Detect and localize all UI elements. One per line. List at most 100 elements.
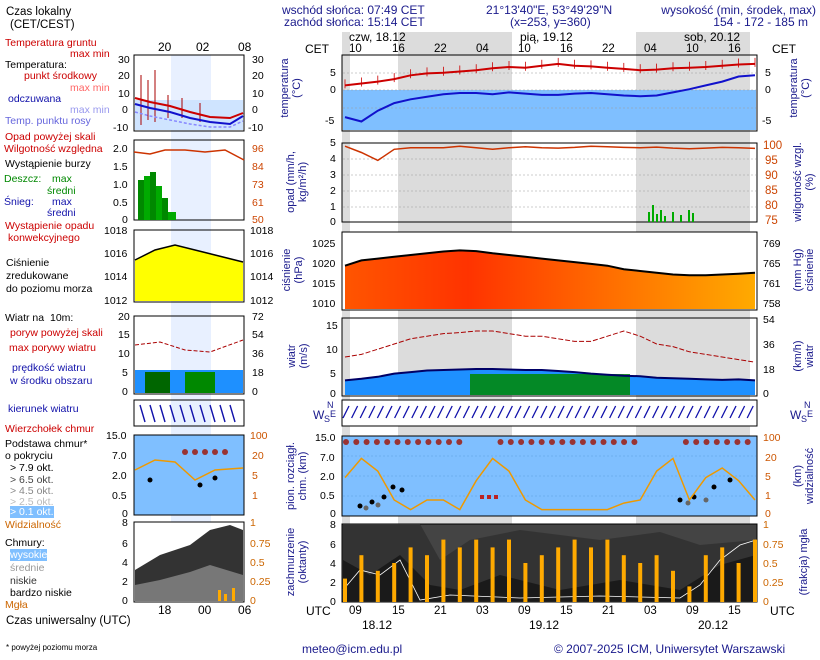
compass-e-r: E xyxy=(807,409,814,419)
vis-axis-100: 100 xyxy=(763,432,781,444)
small-dew-line xyxy=(134,103,244,126)
small-temp-right-30: 30 xyxy=(252,54,264,66)
day-bottom-2: 19.12 xyxy=(529,618,560,632)
hum-axis-80: 80 xyxy=(765,200,778,212)
small-temp-right-20: 20 xyxy=(252,70,264,82)
hour-bottom-6: 15 xyxy=(560,605,573,617)
small-cl-8: 8 xyxy=(122,517,128,529)
fog-bar xyxy=(720,547,725,602)
winddir-arrow xyxy=(342,405,350,419)
legend-local-time: Czas lokalny xyxy=(6,6,72,18)
cb-axis-05: 0.5 xyxy=(320,490,335,502)
compass-n: N xyxy=(327,400,334,410)
small-bottom-tick-1: 18 xyxy=(158,603,172,617)
cb-axis-2: 2.0 xyxy=(320,471,335,483)
legend-high: wysokie xyxy=(10,549,48,561)
legend-wind-title: Wiatr na xyxy=(5,312,45,324)
small-vis-1: 1 xyxy=(252,490,258,502)
cloud-top-dot xyxy=(446,439,452,445)
hour-bottom-7: 21 xyxy=(602,605,615,617)
visibility-line xyxy=(344,457,756,511)
winddir-arrow xyxy=(591,405,599,419)
fog-bar xyxy=(343,578,347,602)
cloud-top-dot xyxy=(435,439,442,445)
footer-email[interactable]: meteo@icm.edu.pl xyxy=(302,642,403,656)
vis-axis-5: 5 xyxy=(765,471,771,483)
small-precip-box xyxy=(133,139,245,221)
small-wind-box xyxy=(133,315,245,395)
cl-axis-4: 4 xyxy=(330,558,336,570)
ylabel-cb: pion. rozciągł. chm. (km) xyxy=(285,442,309,510)
cloud-top-dot xyxy=(734,439,741,445)
humidity-line xyxy=(344,145,756,162)
legend-rain-avg: średni xyxy=(47,185,76,197)
cloud-top-dot xyxy=(549,439,555,445)
vis-axis-0: 0 xyxy=(765,508,771,520)
cloud-top-dot xyxy=(724,439,731,445)
legend-pressure1: Ciśnienie xyxy=(6,257,50,269)
wind-green-band xyxy=(470,374,630,395)
small-felt-line xyxy=(134,111,244,128)
fog-bar xyxy=(539,555,544,602)
press-axis-1015: 1015 xyxy=(312,278,336,290)
legend-soil-temp: Temperatura gruntu xyxy=(5,37,97,49)
winddir-arrow xyxy=(454,405,462,419)
winddir-arrow xyxy=(643,405,651,419)
legend-okt1: > 7.9 okt. xyxy=(10,462,54,474)
small-fog-075: 0.75 xyxy=(250,538,271,550)
small-cl-4: 4 xyxy=(122,557,128,569)
winddir-arrow xyxy=(634,405,642,419)
compass-n-r: N xyxy=(804,400,811,410)
winddir-arrow xyxy=(480,405,488,419)
small-top-tick-1: 20 xyxy=(158,40,172,54)
small-hum-84: 84 xyxy=(252,161,264,173)
cl-axis-0: 0 xyxy=(330,596,336,608)
legend-okt5: > 0.1 okt. xyxy=(10,506,54,518)
fog-bar xyxy=(654,555,659,602)
fog-bar xyxy=(359,555,364,602)
winddir-arrow xyxy=(531,405,539,419)
fog-axis-075: 0.75 xyxy=(763,539,784,551)
winddir-arrow xyxy=(540,405,548,419)
small-top-tick-3: 08 xyxy=(238,40,252,54)
cloud-top-dot xyxy=(538,439,545,445)
legend-snow-avg: średni xyxy=(47,207,76,219)
wind-kmh-18: 18 xyxy=(763,364,775,376)
winddir-arrow xyxy=(368,405,376,419)
compass-s-r: S xyxy=(801,414,808,424)
fog-bar xyxy=(408,547,413,602)
winddir-arrow xyxy=(376,405,384,419)
legend-wind-dir: kierunek wiatru xyxy=(8,403,79,415)
wind-axis-15: 15 xyxy=(326,320,338,332)
fog-bar xyxy=(392,563,397,602)
small-precip-15: 1.5 xyxy=(113,161,128,173)
cloud-top-dots xyxy=(343,439,751,445)
winddir-arrow xyxy=(609,405,617,419)
cloud-top-dot xyxy=(693,439,700,445)
hum-axis-75: 75 xyxy=(765,215,778,227)
legend-pressure3: do poziomu morza xyxy=(6,283,93,295)
fog-bar xyxy=(441,539,446,602)
utc-right: UTC xyxy=(770,604,795,618)
hour-top-9: 10 xyxy=(686,43,699,55)
hour-bottom-4: 03 xyxy=(476,605,489,617)
fog-bar xyxy=(687,586,692,602)
legend-okt3: > 4.5 okt. xyxy=(10,485,54,497)
winddir-arrow xyxy=(428,405,436,419)
fog-bar xyxy=(572,539,577,602)
winddir-arrow xyxy=(351,405,359,419)
winddir-arrow xyxy=(462,405,470,419)
winddir-arrow xyxy=(523,405,531,419)
temp-axis-m5: -5 xyxy=(325,115,335,127)
small-hum-50: 50 xyxy=(252,214,264,226)
hour-bottom-3: 21 xyxy=(434,605,447,617)
fog-bar xyxy=(474,539,479,602)
hum-axis-100: 100 xyxy=(763,140,783,152)
coords-text: 21°13'40"E, 53°49'29"N xyxy=(486,3,613,17)
wind-axis-5: 5 xyxy=(330,368,336,380)
ylabel-precip: opad (mm/h, kg/m²/h) xyxy=(285,151,309,213)
cloud-base-dots-red xyxy=(480,495,498,499)
cloud-top-dot xyxy=(518,439,525,445)
legend-precip-above: Opad powyżej skali xyxy=(5,131,96,143)
vis-axis-1: 1 xyxy=(765,490,771,502)
